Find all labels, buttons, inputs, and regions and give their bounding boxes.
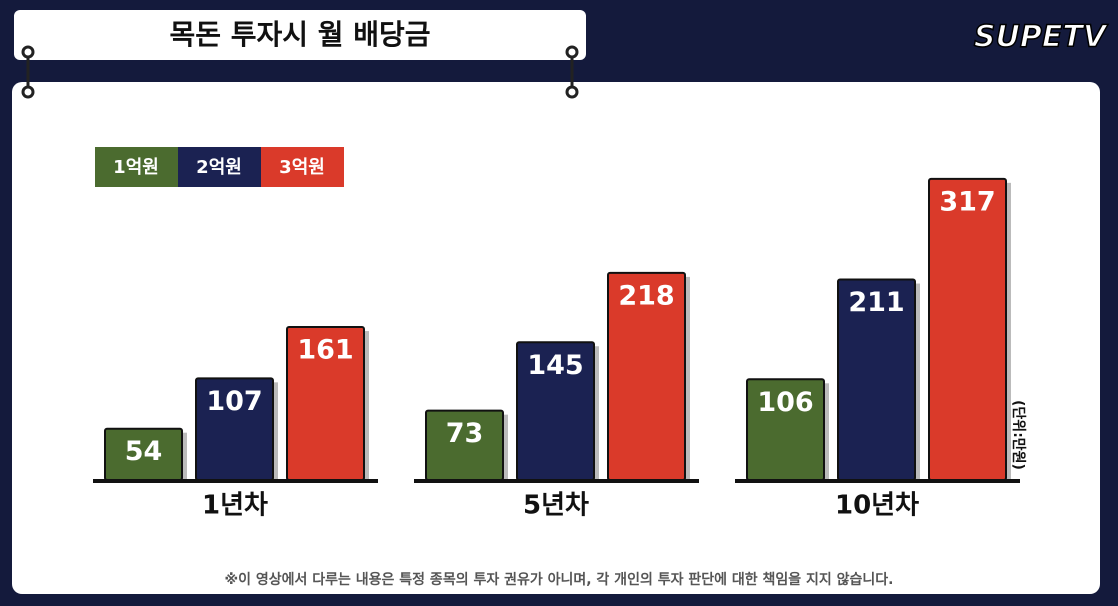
legend-label: 2억원 xyxy=(196,157,242,178)
logo: SUPETV xyxy=(974,20,1109,55)
x-tick-label: 1년차 xyxy=(202,491,268,521)
data-label: 218 xyxy=(618,280,674,311)
data-label: 106 xyxy=(757,387,813,418)
data-label: 107 xyxy=(206,386,262,417)
data-label: 145 xyxy=(527,350,583,381)
legend-swatch xyxy=(95,147,178,187)
legend-swatch xyxy=(261,147,344,187)
chart-title: 목돈 투자시 월 배당금 xyxy=(169,18,430,51)
rings xyxy=(21,45,579,99)
x-tick-label: 10년차 xyxy=(835,491,919,521)
data-label: 54 xyxy=(125,436,163,467)
data-label: 211 xyxy=(848,287,904,318)
unit-label: (단위:만원) xyxy=(1010,400,1027,470)
title-box xyxy=(14,10,586,60)
legend-swatch xyxy=(178,147,261,187)
legend-label: 1억원 xyxy=(113,157,159,178)
bar xyxy=(928,177,1007,481)
x-tick-label: 5년차 xyxy=(523,491,589,521)
data-label: 317 xyxy=(939,186,995,217)
footnote: ※이 영상에서 다루는 내용은 특정 종목의 투자 권유가 아니며, 각 개인의… xyxy=(225,571,894,588)
data-label: 73 xyxy=(446,418,484,449)
legend-label: 3억원 xyxy=(279,157,325,178)
data-label: 161 xyxy=(297,335,353,366)
